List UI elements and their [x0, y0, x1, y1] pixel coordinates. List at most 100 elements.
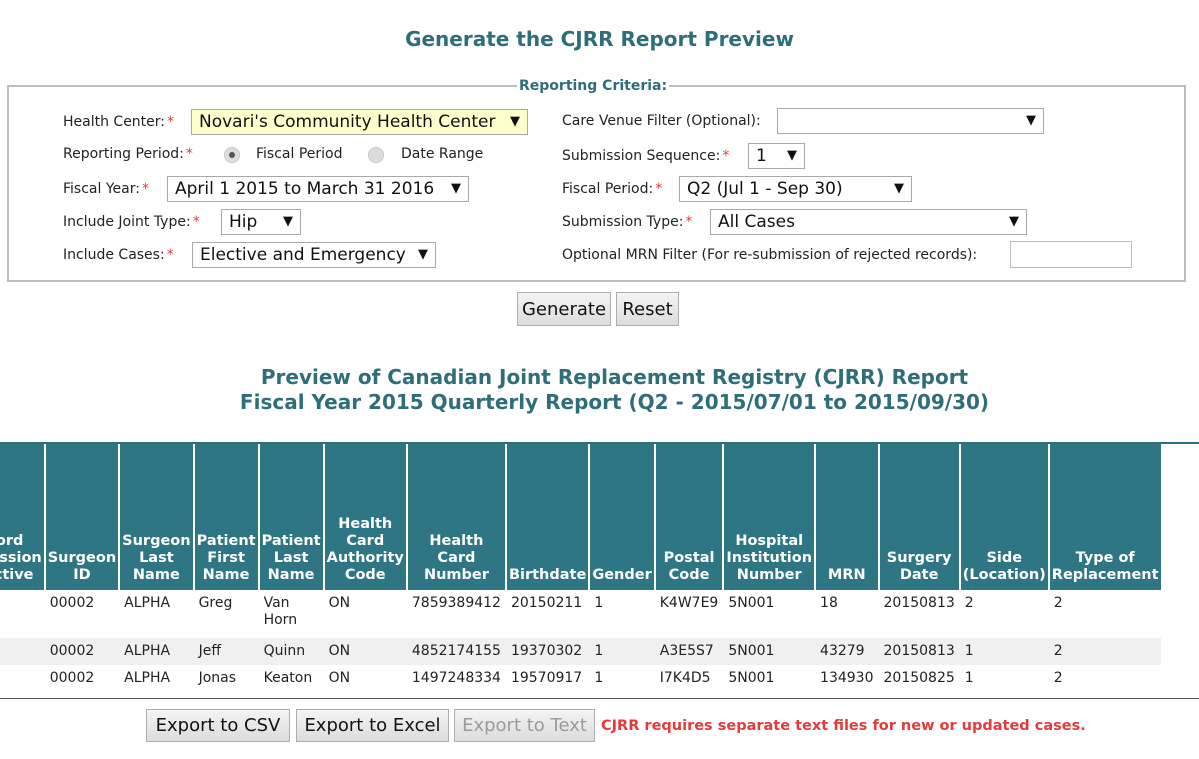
table-cell: 1497248334 — [406, 665, 506, 692]
fiscal-period-radio[interactable] — [224, 147, 240, 163]
table-cell: 18 — [815, 590, 879, 638]
fiscal-year-select[interactable]: April 1 2015 to March 31 2016 ▼ — [167, 176, 469, 202]
mrn-filter-label: Optional MRN Filter (For re-submission o… — [562, 247, 978, 263]
include-cases-select[interactable]: Elective and Emergency ▼ — [192, 242, 436, 268]
care-venue-select[interactable]: ▼ — [777, 108, 1044, 134]
chevron-down-icon: ▼ — [510, 114, 520, 129]
column-header[interactable]: Hospital Institution Number — [722, 444, 816, 590]
table-cell: 4852174155 — [406, 638, 506, 665]
report-table: Record Submission Objective Surgeon ID S… — [0, 444, 1161, 692]
chevron-down-icon: ▼ — [451, 181, 461, 196]
table-cell: ALPHA — [119, 590, 194, 638]
column-header[interactable]: Patient Last Name — [257, 444, 324, 590]
table-cell: 5N001 — [723, 638, 816, 665]
reporting-criteria-panel: Reporting Criteria: — [7, 78, 1186, 282]
column-header[interactable]: Health Card Number — [405, 444, 506, 590]
table-cell: I7K4D5 — [654, 665, 724, 692]
table-cell: 5N001 — [723, 590, 816, 638]
table-cell: 1 — [589, 665, 655, 692]
fiscal-period-value: Q2 (Jul 1 - Sep 30) — [687, 179, 843, 199]
table-cell: Keaton — [258, 665, 324, 692]
chevron-down-icon: ▼ — [283, 214, 293, 229]
care-venue-label: Care Venue Filter (Optional): — [562, 113, 761, 129]
joint-type-value: Hip — [229, 212, 258, 232]
health-center-label: Health Center: * — [63, 114, 175, 130]
table-cell: 2 — [959, 590, 1049, 638]
table-cell: 134930 — [815, 665, 879, 692]
column-header[interactable]: Side (Location) — [958, 444, 1049, 590]
column-header[interactable]: Surgeon ID — [43, 444, 120, 590]
chevron-down-icon: ▼ — [894, 181, 904, 196]
submission-type-select[interactable]: All Cases ▼ — [710, 209, 1027, 235]
column-header[interactable]: Type of Replacement — [1047, 444, 1161, 590]
column-header[interactable]: MRN — [814, 444, 879, 590]
chevron-down-icon: ▼ — [1009, 214, 1019, 229]
table-cell: ALPHA — [119, 665, 194, 692]
submission-type-value: All Cases — [718, 212, 795, 232]
export-text-button[interactable]: Export to Text — [454, 709, 595, 742]
date-range-radio[interactable] — [368, 147, 384, 163]
date-range-radio-label[interactable]: Date Range — [401, 146, 484, 162]
table-cell: 19370302 — [505, 638, 590, 665]
table-cell: 00002 — [44, 590, 120, 638]
export-excel-button[interactable]: Export to Excel — [296, 709, 449, 742]
submission-sequence-label: Submission Sequence: * — [562, 148, 730, 164]
reporting-criteria-legend: Reporting Criteria: — [519, 78, 668, 94]
table-cell — [0, 665, 45, 692]
submission-type-label: Submission Type: * — [562, 214, 693, 230]
fiscal-period-radio-label[interactable]: Fiscal Period — [256, 146, 343, 162]
health-center-value: Novari's Community Health Center — [199, 112, 496, 132]
generate-button[interactable]: Generate — [517, 292, 611, 326]
table-cell: 5N001 — [723, 665, 816, 692]
column-header[interactable]: Health Card Authority Code — [322, 444, 407, 590]
reset-button[interactable]: Reset — [616, 292, 679, 326]
table-cell: 19570917 — [505, 665, 590, 692]
submission-sequence-select[interactable]: 1 ▼ — [748, 143, 805, 169]
table-cell: ON — [323, 638, 407, 665]
page-title: Generate the CJRR Report Preview — [405, 27, 794, 51]
table-cell: 00002 — [44, 665, 120, 692]
column-header[interactable]: Postal Code — [653, 444, 724, 590]
chevron-down-icon: ▼ — [1026, 113, 1036, 128]
column-header[interactable]: Surgery Date — [877, 444, 960, 590]
table-cell: 20150211 — [505, 590, 590, 638]
table-row: 00002 ALPHA Jonas Keaton ON 1497248334 1… — [0, 665, 1161, 692]
table-cell: 20150825 — [878, 665, 960, 692]
joint-type-label: Include Joint Type: * — [63, 214, 200, 230]
column-header[interactable]: Record Submission Objective — [0, 444, 45, 590]
table-cell: A3E5S7 — [654, 638, 724, 665]
table-cell: Quinn — [258, 638, 324, 665]
table-cell: Van Horn — [258, 590, 324, 638]
table-row: 00002 ALPHA Greg Van Horn ON 7859389412 … — [0, 590, 1161, 638]
table-cell — [0, 590, 45, 638]
chevron-down-icon: ▼ — [787, 148, 797, 163]
table-cell: 1 — [959, 638, 1049, 665]
table-cell: 20150813 — [878, 638, 960, 665]
include-cases-value: Elective and Emergency — [200, 245, 406, 265]
column-header[interactable]: Gender — [588, 444, 655, 590]
joint-type-select[interactable]: Hip ▼ — [221, 209, 301, 235]
fiscal-period-select[interactable]: Q2 (Jul 1 - Sep 30) ▼ — [679, 176, 912, 202]
table-cell: ON — [323, 590, 407, 638]
column-header[interactable]: Birthdate — [504, 444, 590, 590]
table-cell — [0, 638, 45, 665]
table-cell: 2 — [1048, 638, 1161, 665]
column-header[interactable]: Surgeon Last Name — [118, 444, 194, 590]
column-header[interactable]: Patient First Name — [192, 444, 259, 590]
mrn-filter-input[interactable] — [1010, 241, 1132, 268]
table-cell: Greg — [193, 590, 259, 638]
fiscal-year-value: April 1 2015 to March 31 2016 — [175, 179, 435, 199]
table-cell: Jonas — [193, 665, 259, 692]
table-header-row: Record Submission Objective Surgeon ID S… — [0, 444, 1161, 590]
submission-sequence-value: 1 — [756, 146, 767, 166]
fiscal-year-label: Fiscal Year: * — [63, 181, 149, 197]
table-cell: 7859389412 — [406, 590, 506, 638]
export-note: CJRR requires separate text files for ne… — [601, 718, 1086, 734]
table-cell: 1 — [959, 665, 1049, 692]
health-center-select[interactable]: Novari's Community Health Center ▼ — [191, 109, 528, 135]
report-subtitle: Fiscal Year 2015 Quarterly Report (Q2 - … — [239, 390, 990, 414]
reporting-period-label: Reporting Period: * — [63, 146, 193, 162]
export-csv-button[interactable]: Export to CSV — [146, 709, 290, 742]
fiscal-period-label: Fiscal Period: * — [562, 181, 663, 197]
table-cell: 2 — [1048, 590, 1161, 638]
